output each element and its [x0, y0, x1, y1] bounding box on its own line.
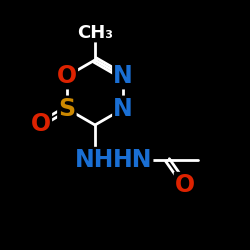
Text: NH: NH — [75, 148, 115, 172]
Text: N: N — [113, 64, 133, 88]
Text: O: O — [175, 173, 195, 197]
Text: N: N — [113, 97, 133, 121]
Text: O: O — [31, 112, 51, 136]
Text: S: S — [58, 97, 76, 121]
Text: O: O — [57, 64, 77, 88]
Text: CH₃: CH₃ — [77, 24, 113, 42]
Text: HN: HN — [113, 148, 152, 172]
